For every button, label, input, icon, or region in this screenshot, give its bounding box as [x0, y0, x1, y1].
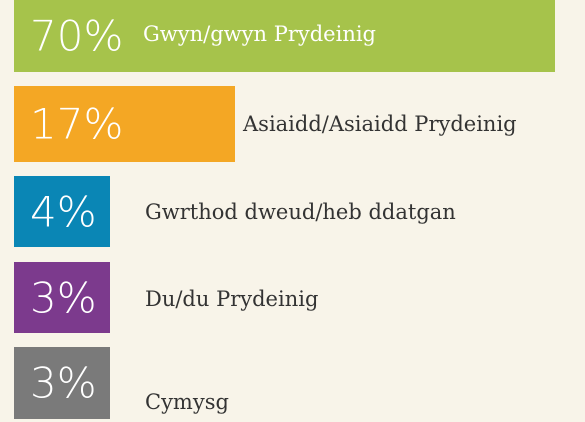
- bar: 3%: [14, 347, 110, 419]
- label: Gwyn/gwyn Prydeinig: [143, 22, 376, 46]
- label: Du/du Prydeinig: [145, 287, 319, 311]
- percent: 4%: [30, 187, 97, 236]
- label: Asiaidd/Asiaidd Prydeinig: [243, 112, 517, 136]
- percent: 3%: [30, 273, 97, 322]
- percent: 70%: [30, 11, 124, 61]
- bar: 3%: [14, 262, 110, 333]
- percent: 3%: [30, 358, 97, 408]
- bar: 17%: [14, 86, 235, 162]
- label: Gwrthod dweud/heb ddatgan: [145, 200, 456, 224]
- percent: 17%: [30, 99, 124, 149]
- bar: 70%: [14, 0, 555, 72]
- bar: 4%: [14, 176, 110, 247]
- label: Cymysg: [145, 390, 229, 414]
